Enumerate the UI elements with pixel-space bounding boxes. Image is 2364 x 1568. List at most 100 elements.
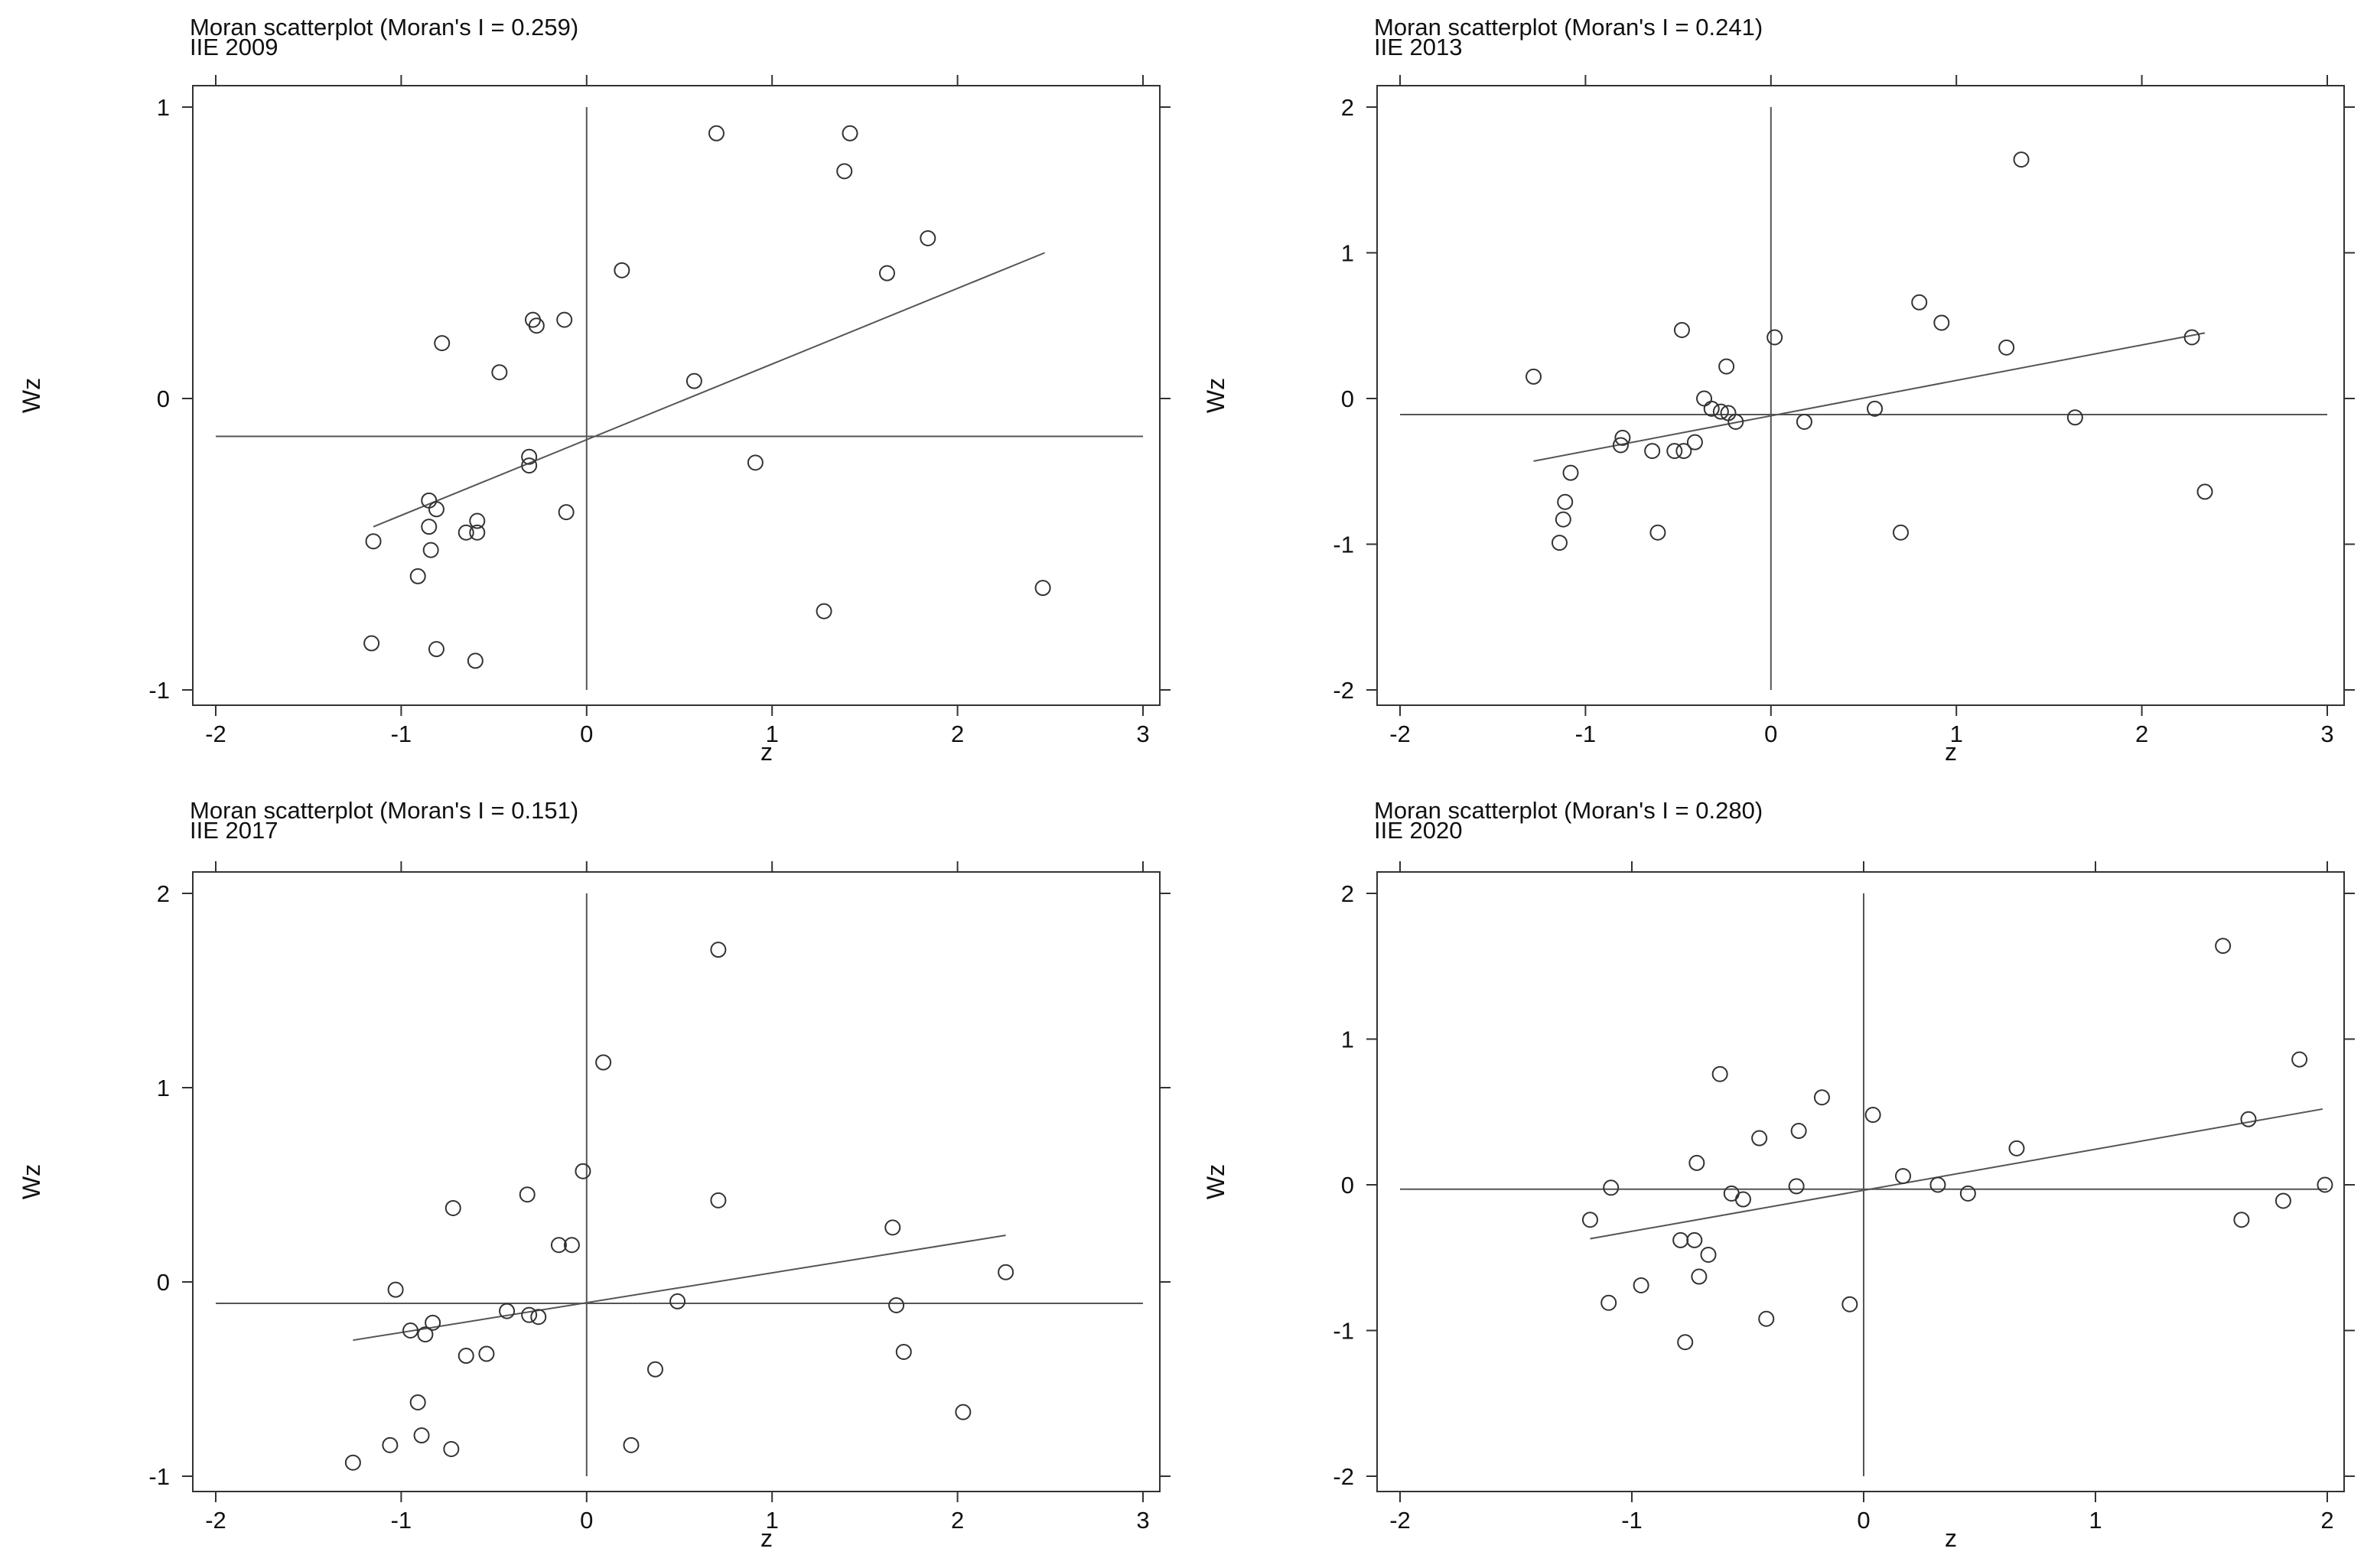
plot-frame xyxy=(1376,871,2345,1492)
data-point xyxy=(1788,1178,1805,1195)
data-point xyxy=(365,533,382,550)
x-tick-label: 2 xyxy=(2320,1507,2333,1534)
x-axis-label: z xyxy=(760,738,773,766)
data-point xyxy=(747,454,764,471)
chart-title: Moran scatterplot (Moran's I = 0.280) xyxy=(1374,797,1763,824)
data-point xyxy=(469,524,486,541)
data-point xyxy=(519,1186,536,1203)
data-point xyxy=(2183,329,2200,346)
fit-line xyxy=(373,252,1045,528)
data-point xyxy=(1796,413,1812,430)
data-point xyxy=(1562,464,1579,481)
data-point xyxy=(382,1436,399,1453)
y-tick-label: -2 xyxy=(1333,1463,1354,1490)
x-tick-label: 1 xyxy=(766,1507,779,1534)
x-tick-label: 2 xyxy=(2135,721,2148,747)
data-point xyxy=(1718,358,1735,375)
data-point xyxy=(457,1348,474,1365)
data-point xyxy=(413,1427,430,1444)
data-point xyxy=(521,1306,538,1323)
data-point xyxy=(1864,1107,1881,1124)
data-point xyxy=(1557,493,1574,510)
data-point xyxy=(444,1199,461,1216)
data-point xyxy=(2233,1212,2250,1228)
data-point xyxy=(710,942,727,958)
y-axis-label: Wz xyxy=(1202,378,1229,413)
data-point xyxy=(530,1309,547,1326)
y-axis-label: Wz xyxy=(1202,1164,1229,1199)
data-point xyxy=(888,1296,905,1313)
data-point xyxy=(467,652,484,669)
x-tick-label: 3 xyxy=(2320,721,2333,747)
fit-line xyxy=(1590,1108,2323,1240)
data-point xyxy=(2008,1140,2025,1156)
chart-panel-1: Moran scatterplot (Moran's I = 0.259)IIE… xyxy=(18,14,1171,766)
y-tick-label: 0 xyxy=(157,1269,170,1296)
y-tick-label: 0 xyxy=(157,385,170,412)
y-tick-label: -1 xyxy=(148,1463,170,1490)
data-point xyxy=(708,125,725,142)
data-point xyxy=(816,603,832,620)
x-axis-label: z xyxy=(1945,738,1957,766)
y-tick-label: 1 xyxy=(157,1075,170,1101)
data-point xyxy=(425,1314,441,1331)
data-point xyxy=(595,1054,612,1071)
data-point xyxy=(1700,1246,1717,1263)
chart-subtitle: IIE 2020 xyxy=(1374,817,1462,844)
data-point xyxy=(1790,1123,1807,1140)
data-point xyxy=(387,1281,404,1298)
data-point xyxy=(646,1361,663,1378)
data-point xyxy=(2317,1176,2333,1193)
y-tick-label: 0 xyxy=(1341,385,1354,412)
data-point xyxy=(428,641,444,658)
data-point xyxy=(1673,321,1690,338)
data-point xyxy=(521,457,538,474)
data-point xyxy=(955,1404,972,1420)
data-point xyxy=(1712,403,1729,420)
data-point xyxy=(1612,437,1629,454)
y-axis-label: Wz xyxy=(18,378,45,413)
x-tick-label: 3 xyxy=(1136,1507,1149,1534)
data-point xyxy=(1929,1176,1946,1193)
data-point xyxy=(1691,1268,1708,1285)
data-point xyxy=(575,1163,591,1179)
chart-subtitle: IIE 2017 xyxy=(190,817,278,844)
chart-panel-2: Moran scatterplot (Moran's I = 0.241)IIE… xyxy=(1202,14,2355,766)
data-point xyxy=(1959,1185,1976,1202)
fit-line xyxy=(1533,332,2206,462)
data-point xyxy=(1766,329,1783,346)
data-point xyxy=(1892,524,1909,541)
data-point xyxy=(842,125,858,142)
data-point xyxy=(422,542,439,558)
y-tick-label: -2 xyxy=(1333,677,1354,704)
x-axis-label: z xyxy=(1945,1524,1957,1552)
x-tick-label: -1 xyxy=(391,721,412,747)
data-point xyxy=(1614,429,1631,446)
y-tick-label: 2 xyxy=(1341,94,1354,121)
data-point xyxy=(558,504,575,521)
data-point xyxy=(421,519,438,535)
data-point xyxy=(1633,1277,1649,1293)
data-point xyxy=(1895,1168,1912,1185)
y-tick-label: 2 xyxy=(157,880,170,907)
data-point xyxy=(434,335,451,352)
data-point xyxy=(1600,1294,1617,1311)
data-point xyxy=(1649,524,1666,541)
data-point xyxy=(2013,151,2030,168)
x-tick-label: -1 xyxy=(391,1507,412,1534)
data-point xyxy=(920,229,936,246)
data-point xyxy=(1933,314,1950,331)
data-point xyxy=(363,635,380,652)
data-point xyxy=(2274,1192,2291,1209)
data-point xyxy=(2066,409,2083,426)
data-point xyxy=(409,1394,426,1410)
plot-frame xyxy=(1376,85,2345,706)
data-point xyxy=(1867,400,1884,417)
data-point xyxy=(417,1326,434,1343)
x-tick-label: 1 xyxy=(1950,721,1963,747)
data-point xyxy=(2215,938,2232,955)
data-point xyxy=(563,1237,580,1254)
data-point xyxy=(1711,1065,1728,1082)
